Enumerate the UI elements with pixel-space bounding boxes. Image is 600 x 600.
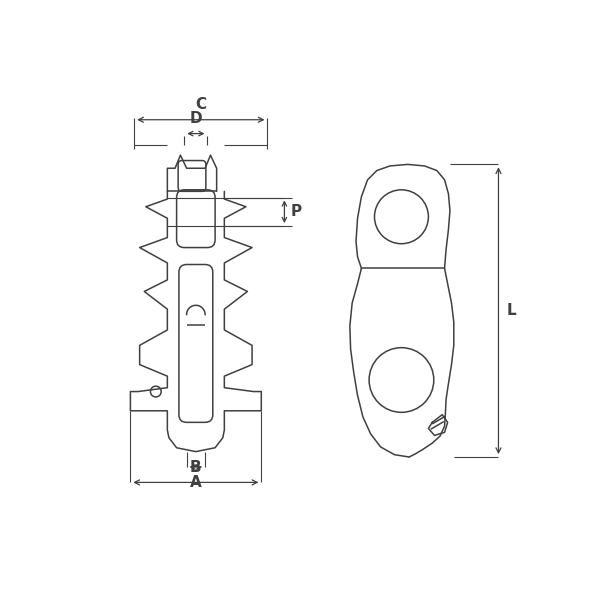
Text: L: L	[506, 303, 516, 318]
Text: C: C	[195, 97, 206, 112]
Text: A: A	[190, 475, 202, 490]
Text: P: P	[290, 204, 302, 219]
Text: D: D	[190, 111, 202, 126]
Text: B: B	[190, 460, 202, 475]
